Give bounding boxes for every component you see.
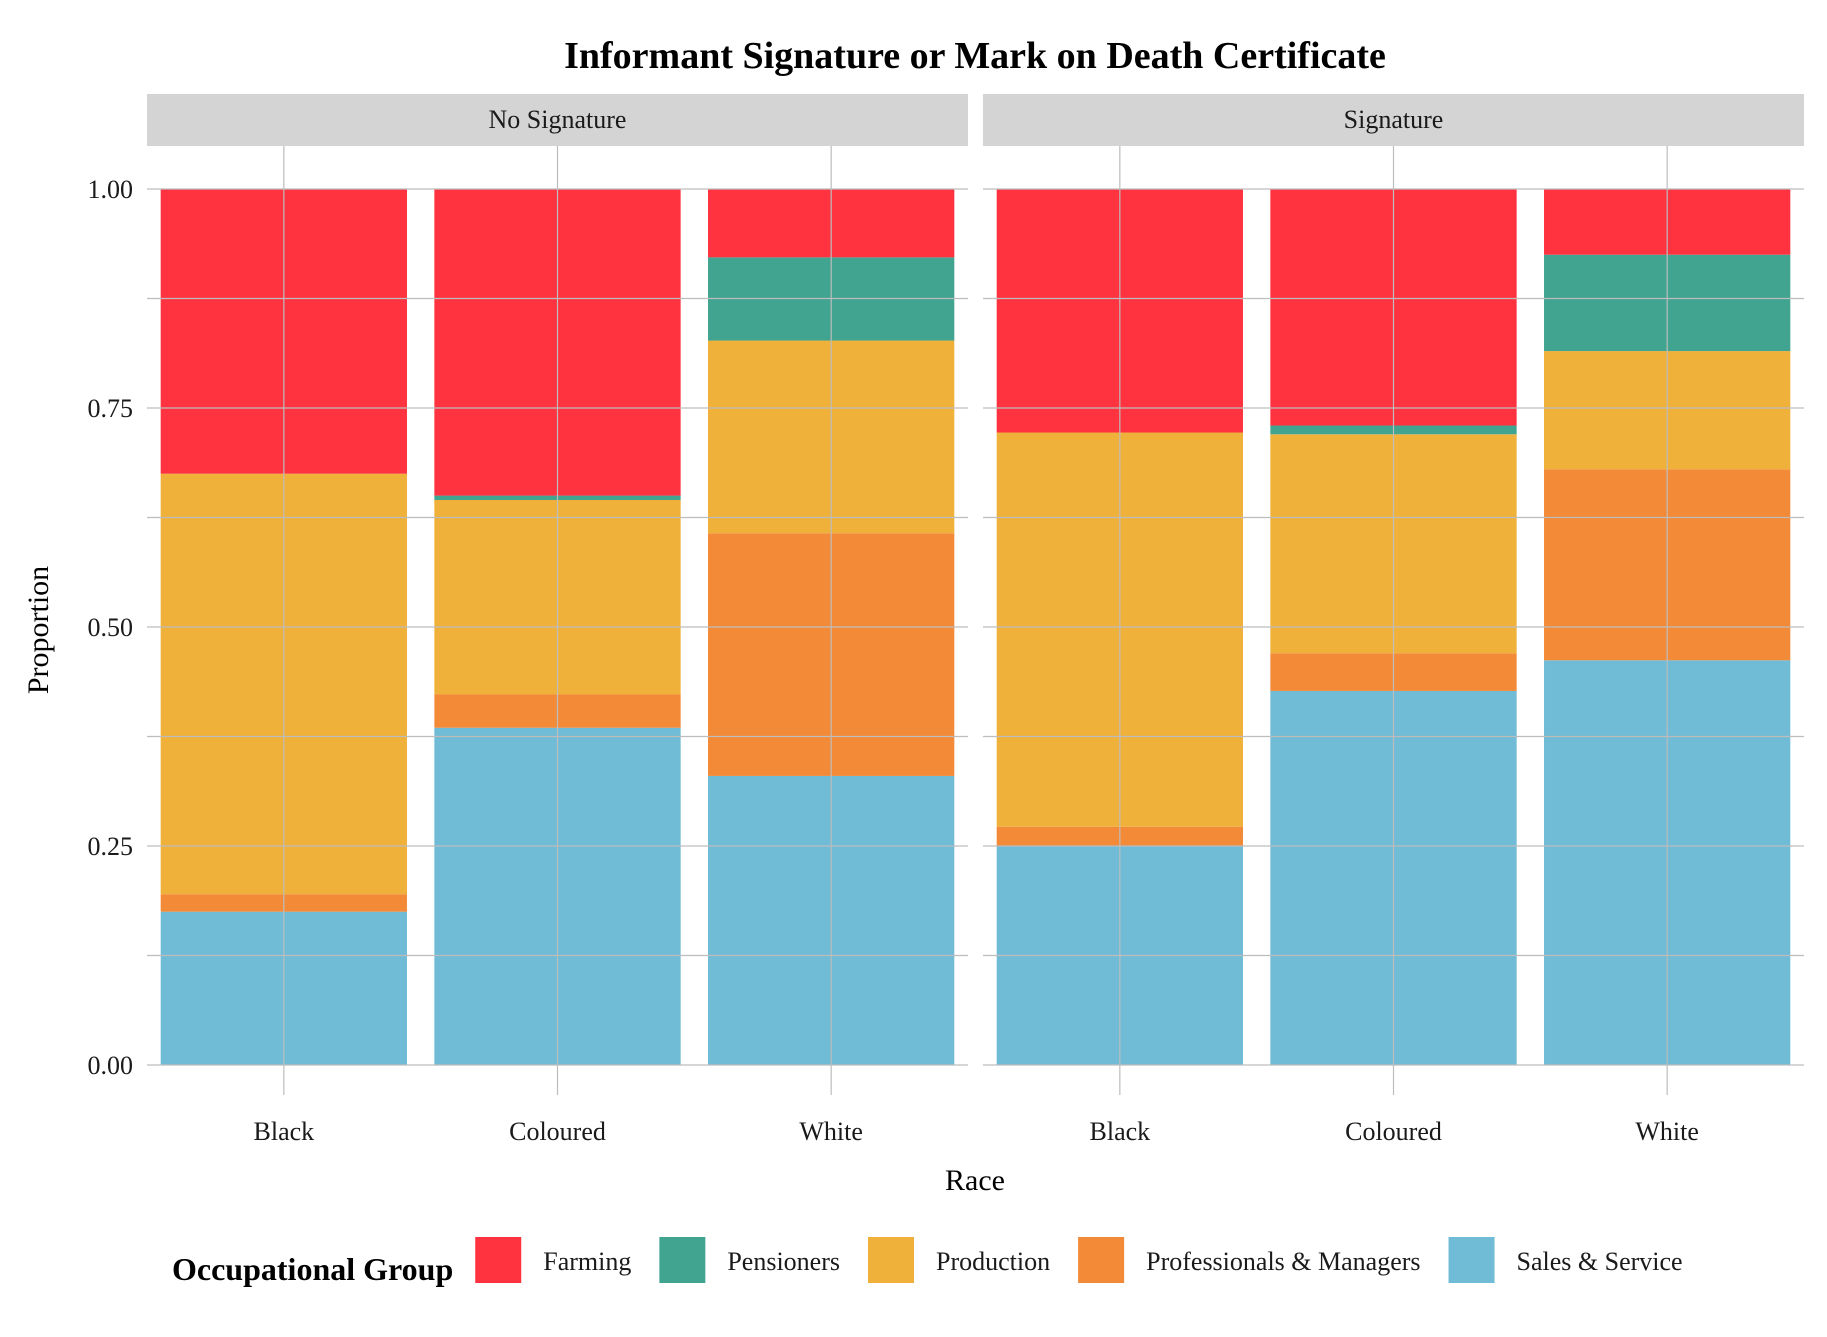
legend-key-sales-and-service: [1448, 1237, 1495, 1283]
legend-key-production: [868, 1237, 915, 1283]
facet-strip: [983, 94, 1804, 146]
legend-item-pensioners: Pensioners: [659, 1237, 840, 1283]
x-axis-title: Race: [945, 1164, 1005, 1197]
legend-item-farming: Farming: [475, 1237, 631, 1283]
legend: Occupational Group Farming Pensioners Prod…: [172, 1237, 1683, 1287]
x-tick-label: Black: [1090, 1117, 1151, 1146]
panels: 0.00 0.25 0.50 0.75 1.00 No Signature Black Col…: [88, 94, 1804, 1146]
legend-key-professionals-and-managers: [1078, 1237, 1125, 1283]
legend-item-production: Production: [868, 1237, 1050, 1283]
y-axis-title: Proportion: [22, 566, 55, 694]
legend-label: Production: [936, 1247, 1050, 1276]
x-tick-label: White: [1635, 1117, 1699, 1146]
legend-label: Farming: [543, 1247, 631, 1276]
legend-item-professionals-and-managers: Professionals & Managers: [1078, 1237, 1421, 1283]
legend-item-sales-and-service: Sales & Service: [1448, 1237, 1683, 1283]
x-tick-label: Coloured: [1345, 1117, 1442, 1146]
y-tick-label: 1.00: [88, 175, 134, 204]
legend-label: Pensioners: [727, 1247, 840, 1276]
legend-key-farming: [475, 1237, 522, 1283]
y-tick-label: 0.00: [88, 1051, 134, 1080]
legend-key-pensioners: [659, 1237, 706, 1283]
facet-strip-label: Signature: [1344, 105, 1444, 134]
x-tick-label: Coloured: [509, 1117, 606, 1146]
y-tick-label: 0.25: [88, 832, 134, 861]
chart-title: Informant Signature or Mark on Death Cer…: [564, 35, 1386, 77]
y-tick-label: 0.50: [88, 613, 134, 642]
panel-no-signature: No Signature Black Coloured White: [147, 94, 968, 1146]
x-tick-label: Black: [254, 1117, 315, 1146]
x-tick-label: White: [799, 1117, 863, 1146]
panel-signature: Signature Black Coloured White: [983, 94, 1804, 1146]
legend-title: Occupational Group: [172, 1251, 453, 1287]
y-tick-label: 0.75: [88, 394, 134, 423]
legend-label: Sales & Service: [1517, 1247, 1683, 1276]
legend-label: Professionals & Managers: [1146, 1247, 1420, 1276]
facet-strip-label: No Signature: [489, 105, 627, 134]
facet-strip: [147, 94, 968, 146]
